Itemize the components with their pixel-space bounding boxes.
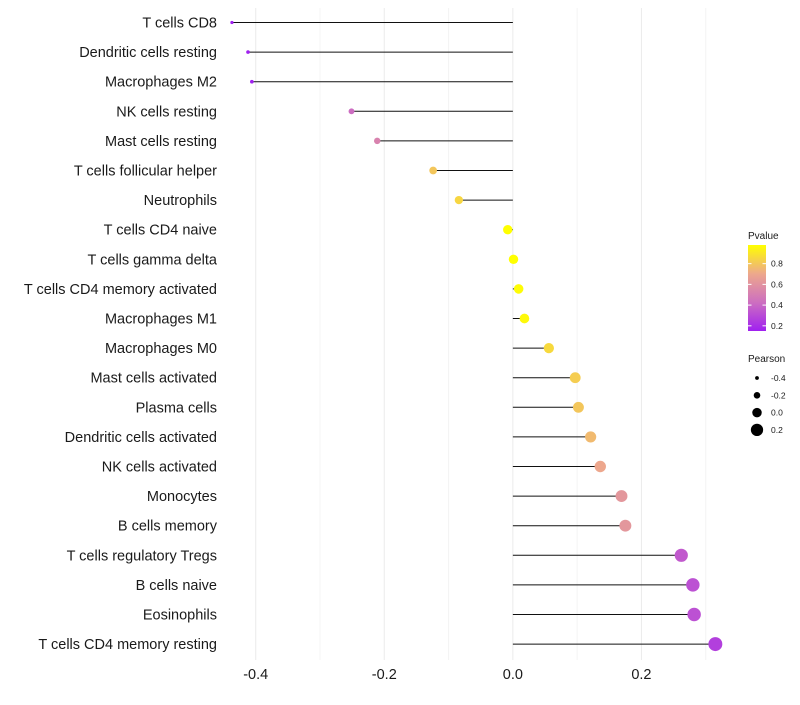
stems (231, 22, 716, 645)
data-point (674, 548, 688, 562)
points (230, 20, 723, 652)
x-tick-label: -0.4 (243, 667, 268, 683)
pearson-size-key (755, 376, 759, 380)
y-tick-label: B cells naive (136, 578, 217, 594)
y-tick-label: T cells CD4 naive (104, 223, 217, 239)
data-point (569, 372, 581, 384)
data-point (686, 578, 700, 592)
y-tick-label: T cells CD4 memory activated (24, 282, 217, 298)
data-point (513, 284, 524, 294)
y-tick-label: Monocytes (147, 489, 217, 505)
data-point (519, 313, 530, 324)
data-point (503, 225, 513, 235)
data-point (246, 50, 250, 54)
x-axis-labels: -0.4 -0.2 0.0 0.2 (243, 667, 651, 683)
x-tick-label: 0.0 (503, 667, 523, 683)
x-tick-label: -0.2 (372, 667, 397, 683)
y-tick-label: NK cells activated (102, 460, 217, 476)
y-tick-label: T cells CD4 memory resting (38, 637, 217, 653)
y-tick-label: NK cells resting (116, 104, 217, 120)
data-point (348, 108, 355, 115)
data-point (250, 79, 254, 84)
y-tick-label: Neutrophils (144, 193, 217, 209)
pvalue-colorbar (748, 245, 766, 331)
data-point (585, 431, 597, 443)
pearson-size-label: 0.2 (771, 425, 783, 435)
pvalue-tick-label: 0.4 (771, 300, 783, 310)
y-tick-label: T cells gamma delta (88, 252, 218, 268)
y-tick-label: B cells memory (118, 519, 218, 535)
y-axis-labels: T cells CD8 Dendritic cells resting Macrop… (24, 16, 218, 654)
y-tick-label: Plasma cells (136, 400, 217, 416)
data-point (373, 137, 381, 145)
pearson-size-key (753, 391, 761, 399)
data-point (572, 401, 584, 413)
data-point (708, 637, 723, 652)
y-tick-label: Macrophages M0 (105, 341, 217, 357)
y-tick-label: Eosinophils (143, 608, 217, 624)
data-point (230, 20, 234, 25)
pvalue-legend-title: Pvalue (748, 231, 779, 242)
pvalue-tick-label: 0.2 (771, 321, 783, 331)
y-tick-label: Mast cells activated (90, 371, 217, 387)
grid-lines (255, 8, 707, 660)
data-point (687, 607, 701, 622)
data-point (594, 460, 606, 473)
data-point (508, 254, 519, 265)
pearson-legend-title: Pearson (748, 354, 785, 365)
data-point (619, 519, 632, 532)
pearson-size-key (750, 423, 764, 437)
y-tick-label: Macrophages M1 (105, 312, 217, 328)
pearson-size-label: -0.2 (771, 390, 786, 400)
pearson-size-key (752, 407, 762, 418)
y-tick-label: Dendritic cells resting (79, 45, 217, 61)
y-tick-label: T cells regulatory Tregs (67, 548, 217, 564)
pvalue-tick-label: 0.6 (771, 279, 783, 289)
data-point (454, 195, 463, 205)
pvalue-tick-label: 0.8 (771, 259, 783, 269)
pvalue-legend: Pvalue 0.2 0.4 0.6 0.8 (748, 231, 783, 331)
y-tick-label: Dendritic cells activated (65, 430, 217, 446)
pearson-legend: Pearson -0.4 -0.2 0.0 0.2 (748, 354, 786, 437)
pearson-size-label: -0.4 (771, 373, 786, 383)
y-tick-label: Mast cells resting (105, 134, 217, 150)
y-tick-label: T cells follicular helper (74, 164, 217, 180)
x-tick-label: 0.2 (631, 667, 651, 683)
data-point (429, 166, 437, 175)
y-tick-label: T cells CD8 (142, 16, 217, 32)
y-tick-label: Macrophages M2 (105, 75, 217, 91)
data-point (615, 490, 628, 503)
data-point (543, 342, 554, 354)
pearson-size-label: 0.0 (771, 408, 783, 418)
